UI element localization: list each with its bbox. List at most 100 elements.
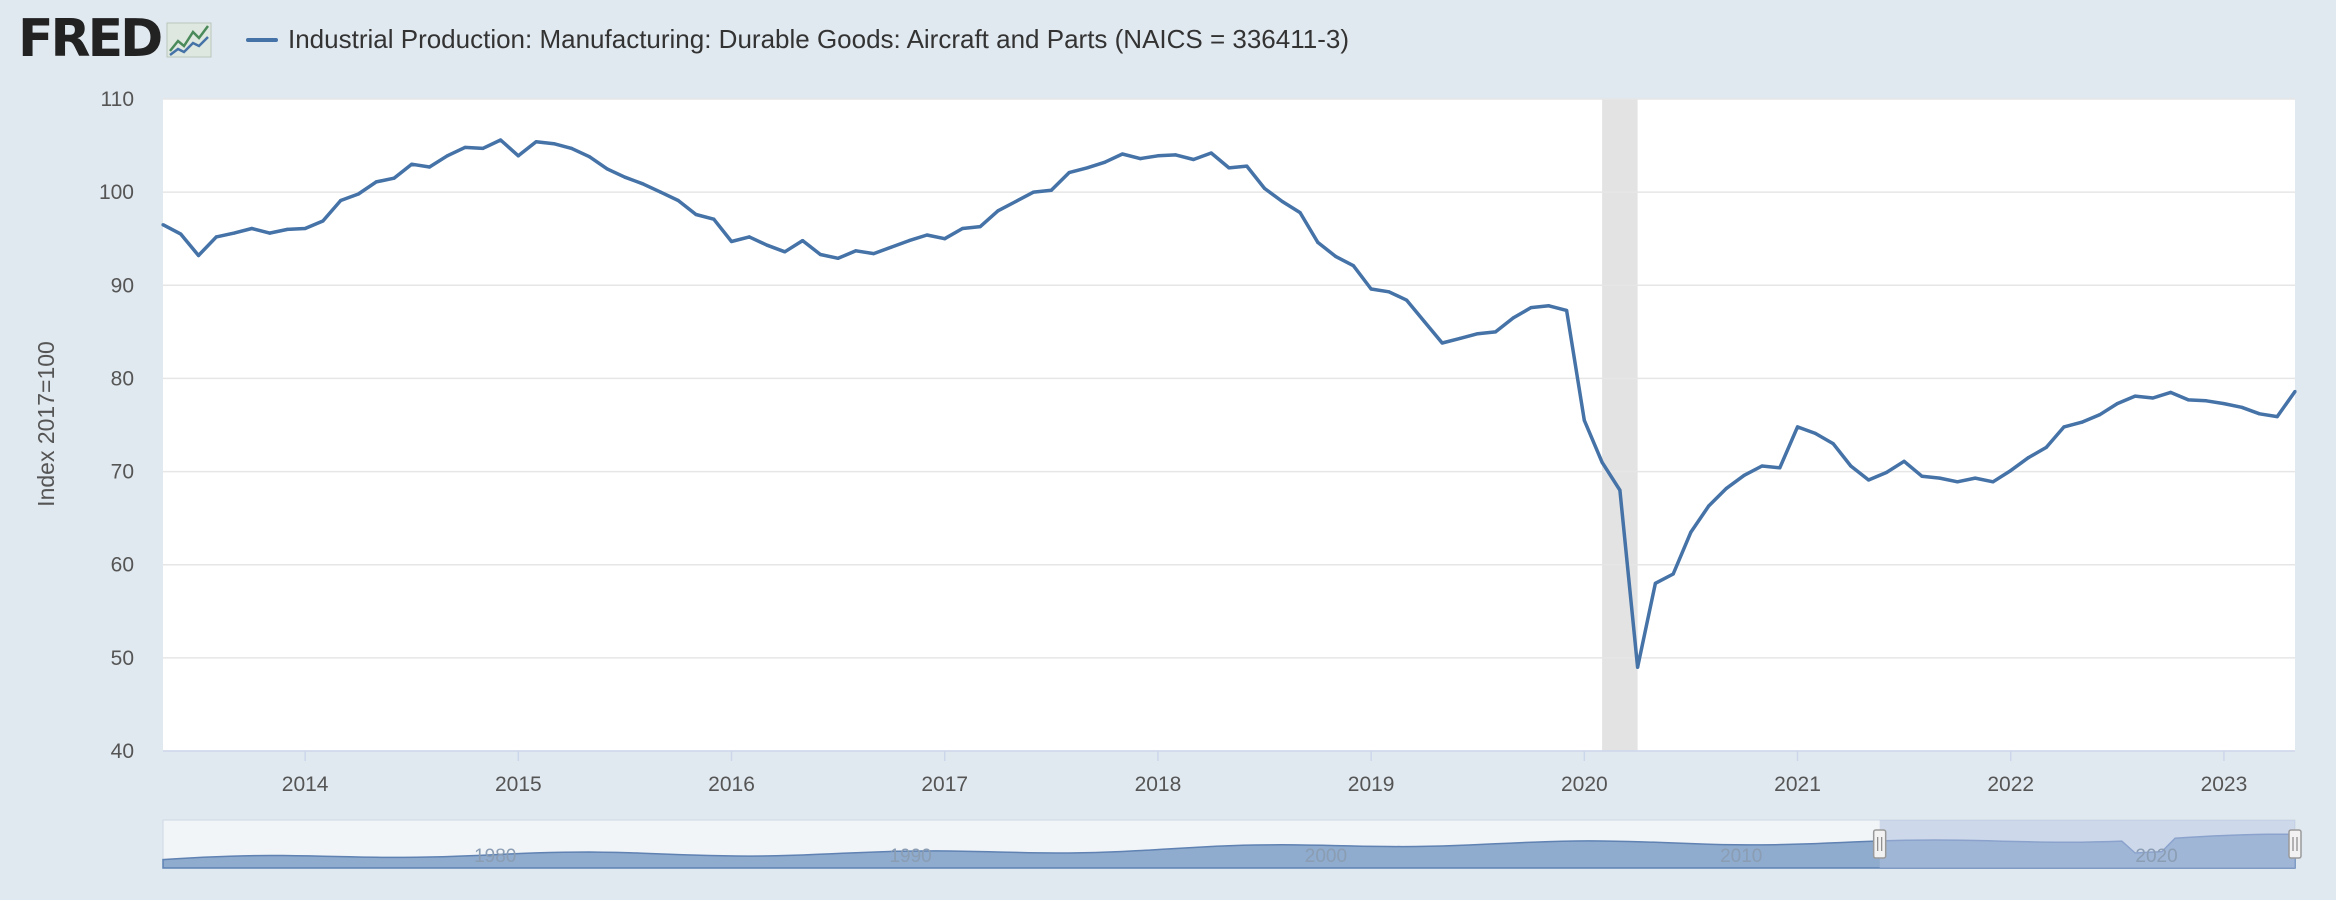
data-point[interactable] <box>2204 399 2208 403</box>
data-point[interactable] <box>623 175 627 179</box>
data-point[interactable] <box>1778 466 1782 470</box>
data-point[interactable] <box>1316 240 1320 245</box>
data-point[interactable] <box>1014 199 1018 204</box>
data-point[interactable] <box>2257 412 2262 416</box>
navigator-selection[interactable] <box>1879 820 2295 868</box>
data-point[interactable] <box>1636 665 1640 669</box>
data-point[interactable] <box>889 245 894 249</box>
data-point[interactable] <box>1813 431 1817 435</box>
data-point[interactable] <box>1191 157 1196 162</box>
data-point[interactable] <box>2133 394 2137 398</box>
data-point[interactable] <box>2097 413 2102 417</box>
data-point[interactable] <box>996 209 1000 213</box>
data-point[interactable] <box>694 212 698 217</box>
data-point[interactable] <box>676 198 680 203</box>
data-point[interactable] <box>1351 264 1355 268</box>
data-point[interactable] <box>1955 480 1960 484</box>
data-point[interactable] <box>161 223 165 227</box>
data-point[interactable] <box>1049 188 1053 192</box>
data-point[interactable] <box>445 154 449 158</box>
data-point[interactable] <box>1422 320 1427 324</box>
data-point[interactable] <box>1564 308 1569 313</box>
navigator-left-handle[interactable] <box>1872 829 1887 859</box>
data-point[interactable] <box>1120 152 1124 156</box>
data-point[interactable] <box>1387 290 1391 294</box>
data-point[interactable] <box>1458 336 1462 340</box>
data-point[interactable] <box>1138 157 1142 161</box>
data-point[interactable] <box>339 198 343 203</box>
data-point[interactable] <box>801 238 805 243</box>
data-point[interactable] <box>943 237 947 241</box>
data-point[interactable] <box>1884 470 1888 475</box>
data-point[interactable] <box>374 180 378 184</box>
data-point[interactable] <box>516 154 520 158</box>
data-point[interactable] <box>250 226 254 231</box>
data-point[interactable] <box>196 253 201 258</box>
data-point[interactable] <box>2275 415 2279 419</box>
data-point[interactable] <box>1547 304 1551 308</box>
data-point[interactable] <box>2293 389 2297 394</box>
data-point[interactable] <box>1867 478 1871 482</box>
data-point[interactable] <box>907 238 911 243</box>
data-point[interactable] <box>658 190 663 194</box>
navigator-right-handle[interactable] <box>2288 829 2302 859</box>
data-point[interactable] <box>765 243 769 247</box>
data-point[interactable] <box>392 176 396 180</box>
data-point[interactable] <box>747 235 751 239</box>
data-point[interactable] <box>1209 151 1213 155</box>
data-point[interactable] <box>587 155 592 159</box>
data-point[interactable] <box>552 142 556 146</box>
data-point[interactable] <box>2151 396 2155 400</box>
data-point[interactable] <box>1600 460 1604 464</box>
data-point[interactable] <box>303 226 307 231</box>
data-point[interactable] <box>978 225 982 229</box>
data-point[interactable] <box>1334 254 1338 259</box>
data-point[interactable] <box>214 235 218 239</box>
data-point[interactable] <box>960 226 965 231</box>
data-point[interactable] <box>570 146 574 150</box>
data-point[interactable] <box>1174 153 1178 157</box>
data-point[interactable] <box>712 217 716 221</box>
data-point[interactable] <box>641 182 645 186</box>
data-point[interactable] <box>1031 190 1036 194</box>
data-point[interactable] <box>410 162 414 166</box>
data-point[interactable] <box>729 239 734 244</box>
data-point[interactable] <box>818 252 822 257</box>
range-navigator[interactable]: 1980 1990 2000 2010 2020 <box>162 819 2302 869</box>
data-point[interactable] <box>1085 166 1089 170</box>
data-point[interactable] <box>285 227 289 231</box>
data-point[interactable] <box>1245 164 1249 168</box>
data-point[interactable] <box>1653 581 1657 585</box>
data-point[interactable] <box>427 165 432 169</box>
data-point[interactable] <box>1724 486 1729 490</box>
data-point[interactable] <box>2009 469 2013 473</box>
data-point[interactable] <box>1831 442 1835 446</box>
data-point[interactable] <box>836 256 840 260</box>
data-point[interactable] <box>1707 504 1711 508</box>
data-point[interactable] <box>1582 418 1586 422</box>
data-point[interactable] <box>783 250 787 254</box>
data-point[interactable] <box>463 145 467 150</box>
data-point[interactable] <box>1991 480 1995 484</box>
data-point[interactable] <box>2222 401 2226 406</box>
data-point[interactable] <box>1440 341 1444 345</box>
data-point[interactable] <box>1103 160 1107 164</box>
data-point[interactable] <box>356 192 361 196</box>
data-point[interactable] <box>179 232 183 236</box>
data-point[interactable] <box>1742 473 1746 477</box>
data-point[interactable] <box>2044 445 2048 449</box>
data-point[interactable] <box>1493 330 1498 334</box>
data-point[interactable] <box>1973 476 1977 480</box>
data-point[interactable] <box>2026 456 2031 460</box>
data-point[interactable] <box>2240 405 2244 409</box>
data-point[interactable] <box>1760 464 1764 468</box>
data-point[interactable] <box>2062 425 2066 429</box>
data-point[interactable] <box>481 146 485 150</box>
data-point[interactable] <box>1618 488 1622 492</box>
data-point[interactable] <box>321 219 325 223</box>
data-point[interactable] <box>1511 316 1515 320</box>
fred-logo[interactable]: FRED <box>18 10 212 68</box>
data-point[interactable] <box>1529 306 1533 310</box>
data-point[interactable] <box>1280 199 1284 204</box>
data-point[interactable] <box>2186 398 2190 402</box>
